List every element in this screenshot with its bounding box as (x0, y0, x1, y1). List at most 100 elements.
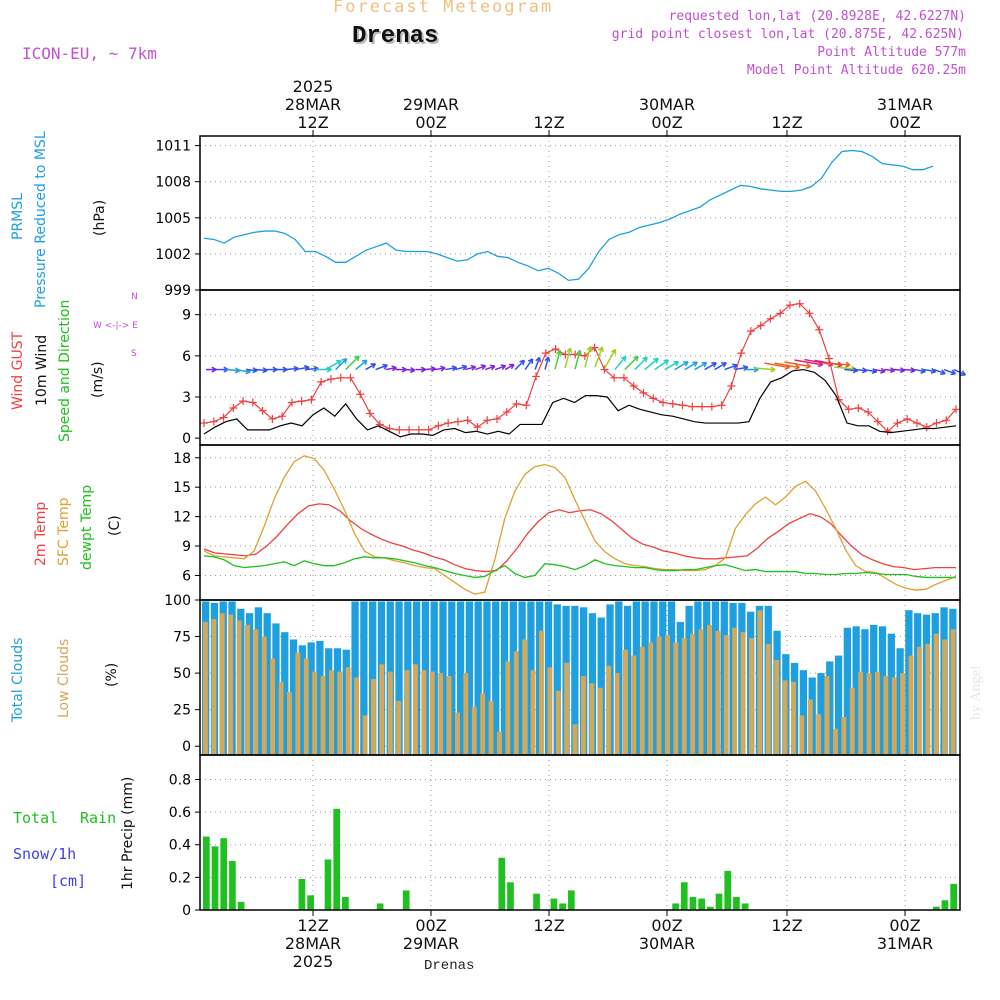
wind-arrow (475, 365, 486, 371)
wind-arrow (724, 364, 738, 371)
total-cloud-bar (667, 601, 676, 755)
gust-marker (278, 412, 287, 421)
low-cloud-bar (253, 629, 259, 755)
wind-arrow (295, 366, 310, 371)
gust-marker (297, 397, 306, 406)
total-cloud-bar (456, 601, 465, 755)
low-cloud-bar (261, 636, 267, 755)
low-cloud-bar (757, 610, 763, 755)
gust-marker (952, 405, 960, 414)
wind-arrow-head (451, 365, 458, 372)
wind-arrow (834, 366, 856, 370)
rain-bar (724, 870, 732, 910)
rain-bar (498, 857, 506, 910)
low-cloud-bar (581, 676, 586, 755)
wind-arrow (704, 362, 717, 371)
gust-marker (688, 402, 697, 411)
top-time-label: 12Z (533, 113, 564, 132)
wind-arrow-head (489, 364, 496, 371)
gust-marker (815, 325, 824, 334)
total-cloud-bar (289, 639, 298, 755)
gust-marker (551, 344, 560, 353)
gust-marker (424, 425, 433, 434)
y-tick-label: 75 (173, 630, 191, 646)
gust-marker (610, 373, 619, 382)
gust-marker (776, 309, 785, 318)
gust-marker (649, 394, 658, 403)
low-cloud-bar (463, 673, 469, 755)
low-cloud-bar (404, 670, 410, 755)
wind-arrow (674, 361, 689, 371)
gust-marker (727, 382, 736, 391)
bottom-time-label: 28MAR (285, 934, 341, 953)
rain-bar (237, 901, 245, 910)
gust-marker (434, 421, 443, 430)
low-cloud-bar (547, 667, 553, 755)
gust-marker (463, 416, 472, 425)
wind-arrow (325, 360, 342, 371)
wind-arrow (574, 350, 581, 370)
low-cloud-bar (765, 643, 771, 755)
wind-arrow-head (805, 362, 812, 369)
model-label: ICON-EU, ~ 7km (22, 44, 157, 63)
gust-marker (405, 425, 414, 434)
low-cloud-bar (891, 677, 897, 755)
wind-arrow (604, 348, 617, 368)
wind-arrow-head (683, 361, 689, 367)
low-cloud-bar (480, 693, 486, 755)
gust-marker (512, 399, 521, 408)
wind-arrow-head (701, 361, 708, 368)
total-cloud-bar (799, 670, 808, 755)
total-cloud-bar (852, 626, 860, 755)
wind-arrow (784, 361, 811, 368)
wind-arrow (524, 358, 534, 370)
wind-arrow (774, 362, 800, 369)
low-cloud-bar (698, 629, 704, 755)
gust-marker (483, 416, 492, 425)
wind-arrow (854, 368, 867, 372)
wind-arrow-head (598, 346, 604, 353)
product-title: Forecast Meteogram (333, 0, 554, 17)
y-tick-label: 0 (182, 903, 191, 919)
wind-arrow (584, 346, 592, 368)
rain-bar (950, 883, 957, 910)
gust-marker (678, 401, 687, 410)
total-cloud-bar (448, 601, 456, 755)
total-cloud-bar (281, 632, 289, 755)
rain-bar (680, 882, 688, 910)
top-time-label: 28MAR (285, 95, 341, 114)
low-cloud-bar (858, 671, 864, 755)
wind-arrow-head (620, 355, 627, 362)
top-time-label: 12Z (771, 113, 802, 132)
low-cloud-bar (488, 700, 494, 755)
total-cloud-bar (641, 601, 649, 755)
total-cloud-bar (826, 661, 834, 755)
wind-arrow-head (535, 356, 542, 363)
total-rain-label: Total (13, 809, 59, 827)
low-cloud-bar (413, 664, 418, 755)
gust-marker (444, 419, 453, 428)
wind-arrow-head (527, 358, 534, 364)
low-cloud-bar (656, 636, 662, 755)
gust-marker (707, 402, 716, 411)
low-cloud-bar (320, 676, 326, 755)
wind-arrow (664, 361, 679, 371)
y-tick-label: 100 (164, 593, 191, 609)
bottom-time-label: 00Z (415, 916, 446, 935)
wind-arrow-head (461, 364, 468, 371)
wind-arrow-head (566, 347, 573, 354)
wind-arrow-head (732, 363, 738, 370)
total-cloud-bar (834, 655, 843, 755)
wind-arrow (375, 364, 388, 371)
low-cloud-bar (614, 673, 620, 755)
y-tick-label: 1005 (155, 211, 191, 227)
low-cloud-bar (816, 714, 822, 755)
rain-bar (203, 836, 210, 910)
bottom-time-label: 30MAR (639, 934, 695, 953)
low-cloud-bar (421, 670, 427, 755)
wind-arrow (435, 367, 446, 371)
y-tick-label: 0.4 (169, 838, 191, 854)
low-cloud-bar (715, 630, 721, 755)
wind-arrow-head (470, 364, 477, 371)
wind-arrow-head (211, 366, 217, 373)
